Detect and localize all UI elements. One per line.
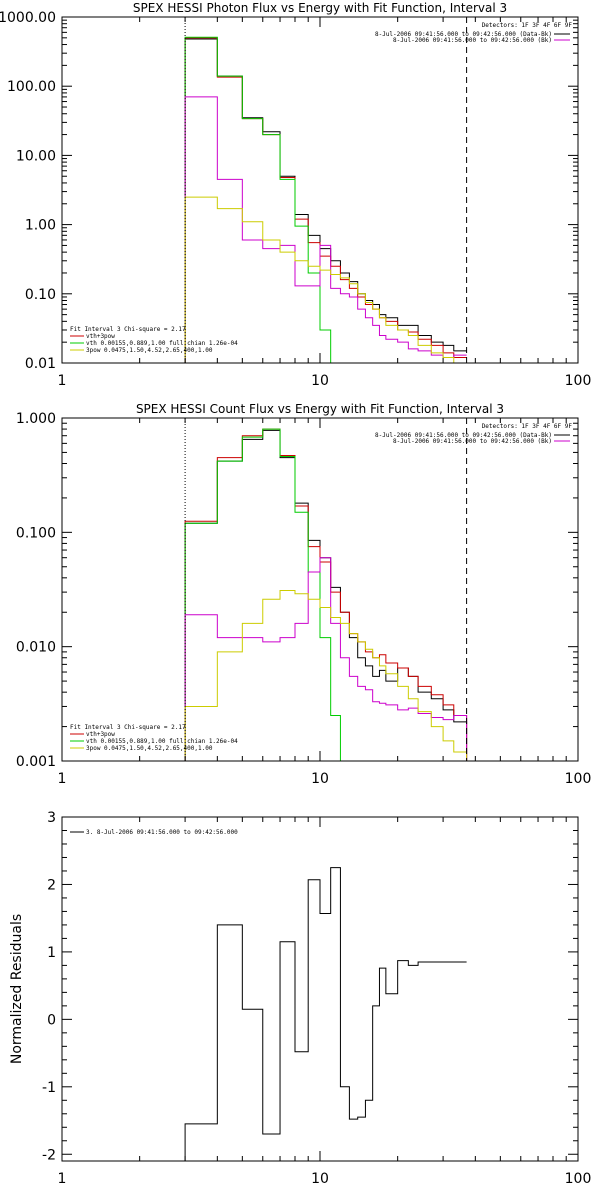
x-tick-label: 100 bbox=[565, 1171, 592, 1187]
legend-label: 8-Jul-2006 09:41:56.000 to 09:42:56.000 … bbox=[393, 37, 552, 44]
detectors-label: Detectors: 1F 3F 4F 6F 9F bbox=[482, 423, 573, 430]
chart-title: SPEX HESSI Count Flux vs Energy with Fit… bbox=[136, 402, 504, 416]
y-tick-label: 0.01 bbox=[25, 356, 56, 372]
y-tick-label: 3 bbox=[47, 810, 56, 826]
chart-title: SPEX HESSI Photon Flux vs Energy with Fi… bbox=[133, 1, 507, 15]
legend-label: 8-Jul-2006 09:41:56.000 to 09:42:56.000 … bbox=[375, 31, 552, 38]
y-tick-label: 10.00 bbox=[16, 148, 56, 164]
panel-2 bbox=[61, 417, 579, 762]
series-vth-3pow bbox=[184, 37, 467, 363]
fit-header: Fit Interval 3 Chi-square = 2.17 bbox=[70, 326, 186, 333]
x-tick-label: 1 bbox=[58, 771, 67, 787]
series-bk bbox=[184, 96, 467, 363]
x-tick-label: 1 bbox=[58, 373, 67, 389]
fit-header: Fit Interval 3 Chi-square = 2.17 bbox=[70, 724, 186, 731]
y-tick-label: 1.00 bbox=[25, 218, 56, 234]
y-tick-label: 0.001 bbox=[16, 754, 56, 770]
plot-area bbox=[184, 428, 476, 761]
detectors-label: Detectors: 1F 3F 4F 6F 9F bbox=[482, 22, 573, 29]
y-axis-label: Normalized Residuals bbox=[9, 914, 25, 1064]
y-tick-label: 2 bbox=[47, 877, 56, 893]
legend-label: 3pow 0.0475,1.50,4.52,2.65,400,1.00 bbox=[86, 347, 213, 354]
legend-label: 8-Jul-2006 09:41:56.000 to 09:42:56.000 … bbox=[393, 438, 552, 445]
plot-area bbox=[184, 867, 467, 1161]
panel-1 bbox=[61, 16, 579, 364]
series-vth bbox=[184, 428, 350, 761]
x-tick-label: 10 bbox=[311, 1171, 329, 1187]
y-tick-label: -2 bbox=[42, 1147, 56, 1163]
legend-label: vth+3pow bbox=[86, 333, 115, 340]
legend-label: vth 0.00155,0.889,1.00 full chian 1.26e-… bbox=[86, 738, 238, 745]
series-3pow bbox=[184, 589, 468, 761]
legend-label: 3. 8-Jul-2006 09:41:56.000 to 09:42:56.0… bbox=[86, 829, 238, 836]
legend-label: vth 0.00155,0.889,1.00 full chian 1.26e-… bbox=[86, 340, 238, 347]
y-tick-label: 0.10 bbox=[25, 287, 56, 303]
y-tick-label: 1.000 bbox=[16, 411, 56, 427]
y-tick-label: 1000.00 bbox=[0, 10, 56, 26]
series-3-8-jul-2006-09-41-56-000-to-09-42-56-000 bbox=[184, 867, 467, 1161]
series-vth bbox=[184, 36, 332, 363]
y-tick-label: 0 bbox=[47, 1012, 56, 1028]
x-tick-label: 100 bbox=[565, 771, 592, 787]
x-tick-label: 1 bbox=[58, 1171, 67, 1187]
y-tick-label: 0.100 bbox=[16, 525, 56, 541]
x-tick-label: 100 bbox=[565, 373, 592, 389]
panel-3 bbox=[61, 816, 579, 1162]
plot-frame bbox=[61, 816, 579, 1162]
y-tick-label: -1 bbox=[42, 1080, 56, 1096]
series-3pow bbox=[184, 196, 467, 363]
y-tick-label: 0.010 bbox=[16, 640, 56, 656]
y-tick-label: 100.00 bbox=[7, 79, 56, 95]
legend-label: 8-Jul-2006 09:41:56.000 to 09:42:56.000 … bbox=[375, 432, 552, 439]
y-tick-label: 1 bbox=[47, 945, 56, 961]
legend-label: vth+3pow bbox=[86, 731, 115, 738]
series-data-bk bbox=[184, 38, 467, 363]
legend-label: 3pow 0.0475,1.50,4.52,2.65,400,1.00 bbox=[86, 745, 213, 752]
x-tick-label: 10 bbox=[311, 771, 329, 787]
plot-area bbox=[184, 36, 467, 363]
x-tick-label: 10 bbox=[311, 373, 329, 389]
